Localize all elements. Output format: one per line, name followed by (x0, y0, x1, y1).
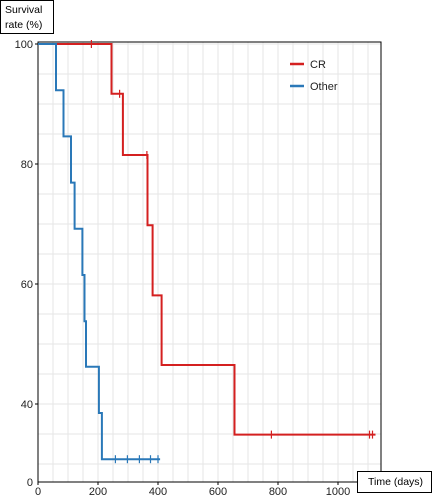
x-axis-label: Time (days) (368, 476, 424, 488)
x-tick-label: 1000 (326, 486, 350, 498)
y-axis-label-box: Survival rate (%) (0, 0, 54, 34)
series-lines (38, 40, 376, 464)
x-tick-label: 200 (89, 486, 107, 498)
tick-labels: 0 200 400 600 800 1000 0 40 60 80 100 (15, 39, 351, 498)
y-tick-label: 80 (21, 159, 33, 171)
plot-frame (37, 41, 382, 483)
grid-lines (38, 42, 381, 482)
series-line-other (38, 43, 161, 461)
legend-label-other: Other (310, 81, 338, 93)
y-axis-label-line2: rate (%) (5, 19, 43, 31)
series-line-cr (38, 43, 376, 436)
x-axis-label-box: Time (days) (357, 471, 432, 493)
x-tick-label: 0 (35, 486, 41, 498)
x-tick-label: 400 (149, 486, 167, 498)
y-tick-label: 40 (21, 399, 33, 411)
x-tick-label: 800 (269, 486, 287, 498)
y-tick-label: 0 (27, 477, 33, 489)
y-tick-label: 60 (21, 279, 33, 291)
legend: CR Other (290, 59, 338, 93)
x-tick-label: 600 (209, 486, 227, 498)
legend-label-cr: CR (310, 59, 326, 71)
y-tick-label: 100 (15, 39, 33, 51)
y-axis-label-line1: Survival (5, 4, 43, 16)
